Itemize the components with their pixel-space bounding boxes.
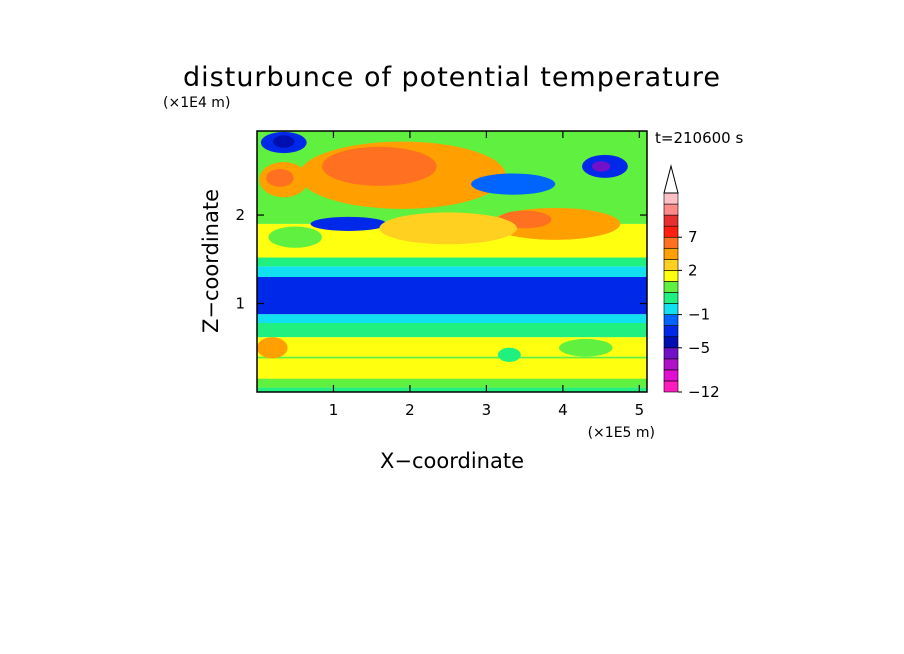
colorbar-swatch-8 <box>663 292 679 304</box>
y-axis: 12 <box>235 206 647 313</box>
colorbar-label: −12 <box>688 383 720 401</box>
x-axis: 1 2 3 4 5 <box>329 131 644 419</box>
y-axis-label: Z−coordinate <box>199 189 223 333</box>
y-tick-label: 1 <box>235 295 245 313</box>
time-label: t=210600 s <box>655 129 743 147</box>
colorbar-swatch-16 <box>663 203 679 216</box>
colorbar-swatch-7 <box>663 303 679 315</box>
contour-band-7 <box>257 266 647 277</box>
colorbar-swatch-13 <box>663 236 679 249</box>
colorbar: 7 2 −1 −5 −12 <box>663 164 720 401</box>
contour-band-6 <box>257 276 647 315</box>
chart-title: disturbunce of potential temperature <box>183 62 721 93</box>
colorbar-swatch-0 <box>663 380 679 393</box>
x-tick-label: 5 <box>635 401 645 419</box>
x-tick-label: 1 <box>329 401 339 419</box>
colorbar-swatch-9 <box>663 281 679 293</box>
colorbar-swatch-6 <box>663 314 679 326</box>
contour-band-8 <box>257 257 647 267</box>
colorbar-swatch-1 <box>663 369 679 382</box>
colorbar-label: −5 <box>688 339 710 357</box>
x-tick-label: 2 <box>405 401 415 419</box>
colorbar-extend-arrow <box>663 164 679 194</box>
y-tick-label: 2 <box>235 206 245 224</box>
colorbar-label: 7 <box>688 228 698 246</box>
contour-feature-3 <box>266 169 294 187</box>
contour-feature-7 <box>591 161 611 172</box>
contour-field <box>257 131 647 392</box>
contour-feature-5 <box>273 135 295 148</box>
contour-band-2 <box>257 358 647 379</box>
contour-feature-12 <box>379 212 517 245</box>
contour-band-5 <box>257 314 647 323</box>
colorbar-swatch-2 <box>663 358 679 371</box>
y-unit-label: (×1E4 m) <box>163 95 230 111</box>
x-tick-label: 4 <box>558 401 568 419</box>
colorbar-swatch-11 <box>663 259 679 271</box>
colorbar-swatch-12 <box>663 247 679 260</box>
contour-feature-16 <box>559 338 613 357</box>
contour-feature-14 <box>257 337 288 359</box>
x-unit-label: (×1E5 m) <box>588 425 655 441</box>
colorbar-swatch-15 <box>663 214 679 227</box>
contour-band-0 <box>257 387 647 392</box>
colorbar-swatch-14 <box>663 225 679 238</box>
contour-band-3 <box>257 337 647 357</box>
contour-band-4 <box>257 322 647 338</box>
contour-feature-8 <box>471 173 556 195</box>
contour-feature-15 <box>497 347 521 362</box>
colorbar-swatch-17 <box>663 192 679 205</box>
x-tick-label: 3 <box>482 401 492 419</box>
plot-frame <box>256 130 648 393</box>
colorbar-swatch-4 <box>663 336 679 349</box>
contour-feature-13 <box>268 226 322 248</box>
colorbar-swatch-5 <box>663 325 679 338</box>
colorbar-swatch-10 <box>663 270 679 282</box>
contour-feature-9 <box>310 216 387 231</box>
colorbar-label: 2 <box>688 261 698 279</box>
x-axis-label: X−coordinate <box>380 449 524 473</box>
colorbar-swatch-3 <box>663 347 679 360</box>
colorbar-label: −1 <box>688 306 710 324</box>
contour-feature-1 <box>322 146 437 186</box>
